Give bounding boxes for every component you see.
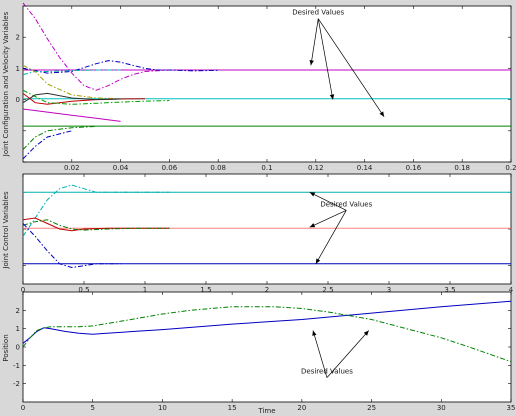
panel-bottom: 0 5 10 15 20 25 30 35 -2 -1 0 1 2 Desired Values Pos… xyxy=(2,291,515,415)
annotation-arrowhead xyxy=(329,94,335,100)
series-line xyxy=(22,89,170,105)
series-line xyxy=(22,64,121,100)
series-line xyxy=(22,184,170,237)
annotation-label-top: Desired Values xyxy=(292,9,344,17)
x-tick-label: 1 xyxy=(143,286,147,294)
annotation-arrowhead xyxy=(309,192,316,197)
ylabel-top: Joint Configuration and Velocity Variabl… xyxy=(2,11,10,157)
annotation-arrowhead xyxy=(309,223,316,228)
annotation-label-bottom: Desired Values xyxy=(301,368,353,376)
annotation-top: Desired Values xyxy=(292,9,385,117)
x-tick-label: 2.5 xyxy=(322,286,333,294)
y-tick-label: -2 xyxy=(13,380,20,388)
series-line xyxy=(22,130,72,160)
x-tick-label: 2 xyxy=(265,286,269,294)
x-tick-label: 0.2 xyxy=(505,164,516,172)
ylabel-middle: Joint Control Variables xyxy=(2,191,10,270)
series-line xyxy=(22,108,121,122)
annotation-bottom: Desired Values xyxy=(301,330,370,378)
x-tick-label: 25 xyxy=(367,404,376,412)
annotation-middle: Desired Values xyxy=(309,192,373,265)
plot-area-top xyxy=(22,5,512,163)
x-tick-label: 10 xyxy=(158,404,167,412)
x-tick-label: 30 xyxy=(437,404,446,412)
series-line xyxy=(22,217,170,232)
x-tick-label: 20 xyxy=(297,404,306,412)
x-tick-label: 3 xyxy=(387,286,391,294)
annotation-arrow xyxy=(326,330,370,378)
annotation-arrow xyxy=(317,18,385,117)
x-tick-label: 0 xyxy=(21,286,25,294)
annotation-arrowhead xyxy=(363,330,369,336)
x-tick-label: 4 xyxy=(509,286,514,294)
x-tick-label: 0.16 xyxy=(406,164,422,172)
panel-middle: 0 0.5 1 1.5 2 2.5 3 3.5 4 Desired Values Joint C… xyxy=(2,173,514,294)
y-tick-label: 2 xyxy=(16,34,20,42)
lines-bottom xyxy=(22,300,512,363)
lines-top xyxy=(22,2,511,160)
annotation-arrow xyxy=(315,210,347,265)
xlabel-bottom: Time xyxy=(257,407,275,415)
y-tick-label: 2 xyxy=(16,307,20,315)
panel-top: 0.02 0.04 0.06 0.08 0.1 0.12 0.14 0.16 0.18 0.2 0 1… xyxy=(2,2,516,172)
x-tick-label: 0.04 xyxy=(113,164,129,172)
lines-middle xyxy=(22,184,511,269)
annotation-arrow xyxy=(317,18,334,100)
annotation-arrow xyxy=(312,330,328,378)
annotation-arrowhead xyxy=(309,60,314,66)
y-tick-label: 1 xyxy=(16,65,20,73)
x-tick-label: 0.14 xyxy=(357,164,373,172)
x-tick-label: 0.12 xyxy=(308,164,324,172)
series-line xyxy=(22,223,121,269)
x-tick-label: 0.5 xyxy=(78,286,89,294)
y-tick-label: 1 xyxy=(16,325,20,333)
x-tick-label: 0.02 xyxy=(64,164,80,172)
x-tick-label: 3.5 xyxy=(444,286,455,294)
x-tick-label: 15 xyxy=(228,404,237,412)
y-tick-label: -1 xyxy=(13,362,20,370)
annotation-label-middle: Desired Values xyxy=(320,200,372,208)
annotation-arrow xyxy=(309,209,347,228)
annotation-arrowhead xyxy=(312,330,317,336)
series-line xyxy=(22,92,121,104)
series-line xyxy=(22,60,219,74)
y-tick-label: 0 xyxy=(16,344,20,352)
annotation-arrowhead xyxy=(315,258,321,264)
y-tick-label: 0 xyxy=(16,96,20,104)
ticks-middle: 0 0.5 1 1.5 2 2.5 3 3.5 4 xyxy=(21,174,514,294)
ylabel-bottom: Position xyxy=(2,334,10,361)
x-tick-label: 0.1 xyxy=(261,164,272,172)
x-tick-label: 1.5 xyxy=(200,286,211,294)
x-tick-label: 0 xyxy=(21,404,25,412)
annotation-arrowhead xyxy=(379,111,385,117)
x-tick-label: 5 xyxy=(90,404,94,412)
ticks-bottom: 0 5 10 15 20 25 30 35 -2 -1 0 1 2 xyxy=(13,292,515,412)
x-tick-label: 0.08 xyxy=(210,164,226,172)
x-tick-label: 35 xyxy=(507,404,516,412)
series-line xyxy=(22,69,121,76)
x-tick-label: 0.18 xyxy=(454,164,470,172)
annotation-arrow xyxy=(309,192,347,211)
x-tick-label: 0.06 xyxy=(162,164,178,172)
series-line xyxy=(22,2,219,91)
series-line xyxy=(22,125,97,150)
ticks-top: 0.02 0.04 0.06 0.08 0.1 0.12 0.14 0.16 0.18 0.2 0 1… xyxy=(16,5,516,172)
annotation-arrow xyxy=(310,18,319,66)
plot-area-bottom xyxy=(22,291,512,403)
